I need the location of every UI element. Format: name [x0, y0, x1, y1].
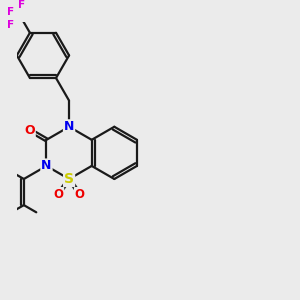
Text: F: F: [18, 0, 25, 10]
Text: N: N: [41, 159, 52, 172]
Text: O: O: [53, 188, 63, 201]
Text: O: O: [75, 188, 85, 201]
Text: O: O: [24, 124, 35, 136]
Text: S: S: [64, 172, 74, 186]
Text: F: F: [7, 20, 14, 30]
Text: N: N: [64, 120, 74, 133]
Text: F: F: [7, 7, 14, 16]
